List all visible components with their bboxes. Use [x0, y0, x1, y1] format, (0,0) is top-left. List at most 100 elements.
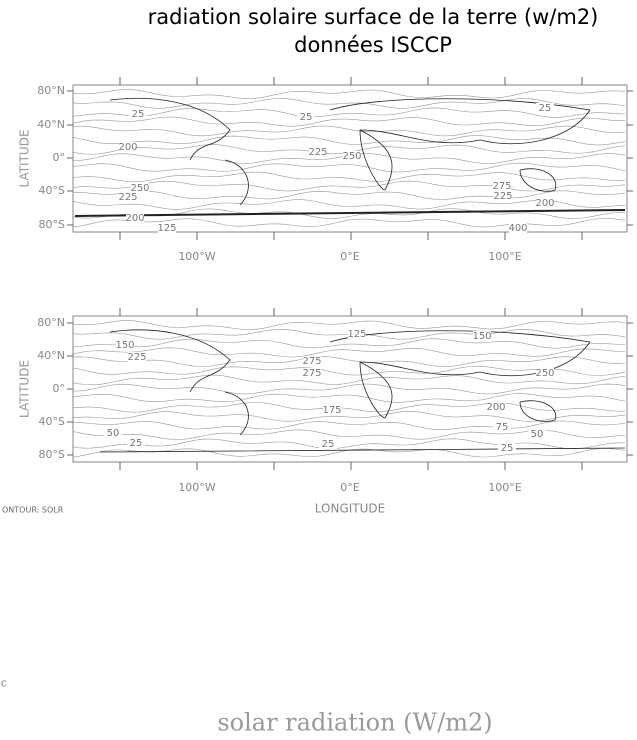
contour-label-bg	[104, 428, 122, 438]
contour-label: 50	[107, 428, 120, 439]
title-line: données ISCCP	[294, 33, 452, 57]
contour-label: 150	[115, 340, 134, 351]
contour-line	[72, 393, 626, 403]
contour-label: 225	[127, 352, 146, 363]
x-tick-label: 100°E	[488, 250, 521, 263]
contour-label: 25	[300, 112, 313, 123]
contour-line	[72, 320, 626, 330]
y-tick-label: 80°N	[37, 316, 65, 329]
contour-label-bg	[536, 368, 554, 378]
contour-line	[72, 199, 626, 210]
contour-line	[72, 356, 626, 367]
contour-label-bg	[158, 223, 176, 233]
contour-label-bg	[536, 103, 554, 113]
y-tick-label: 0°	[53, 382, 66, 395]
title-line: radiation solaire surface de la terre (w…	[148, 5, 599, 29]
contour-label-bg	[348, 329, 366, 339]
caption: solar radiation (W/m2)	[217, 709, 492, 737]
coastline	[109, 329, 231, 393]
coastline	[519, 168, 557, 192]
contour-line	[72, 420, 626, 431]
contour-line	[72, 347, 625, 358]
y-axis-label: LATITUDE	[18, 360, 32, 418]
coastline	[329, 98, 591, 191]
contour-line	[72, 374, 626, 386]
contour-label-bg	[487, 402, 505, 412]
contour-label-bg	[119, 142, 137, 152]
contour-label: 400	[508, 223, 527, 234]
y-tick-label: 40°S	[39, 415, 65, 428]
contour-line	[72, 116, 625, 127]
coastline	[224, 159, 249, 206]
coastline	[109, 97, 231, 161]
contour-label-bg	[473, 331, 491, 341]
y-axis-label: LATITUDE	[18, 129, 32, 187]
contour-label-bg	[319, 439, 337, 449]
contour-line	[72, 180, 626, 192]
contour-label-bg	[498, 443, 516, 453]
contour-line	[72, 438, 625, 449]
contour-label: 225	[308, 147, 327, 158]
contour-label: 25	[539, 103, 552, 114]
contour-line	[72, 365, 626, 376]
y-tick-label: 80°N	[37, 84, 65, 97]
contour-label: 200	[535, 198, 554, 209]
contour-label: 125	[157, 223, 176, 234]
contour-label-bg	[536, 198, 554, 208]
contour-label: 250	[342, 151, 361, 162]
y-tick-label: 80°S	[39, 448, 65, 461]
contour-label-bg	[128, 352, 146, 362]
contour-line	[72, 89, 626, 99]
contour-label-bg	[129, 109, 147, 119]
contour-label: 200	[118, 142, 137, 153]
contour-label-bg	[131, 183, 149, 193]
contour-label: 250	[535, 368, 554, 379]
contour-label: 125	[347, 329, 366, 340]
y-tick-label: 40°N	[37, 349, 65, 362]
contour-label: 225	[118, 192, 137, 203]
contour-label-bg	[493, 181, 511, 191]
contour-label: 175	[322, 405, 341, 416]
x-tick-label: 0°E	[340, 250, 359, 263]
contour-label: 75	[496, 422, 509, 433]
contour-label: 25	[322, 439, 335, 450]
x-tick-label: 100°W	[178, 481, 215, 494]
contour-line	[72, 218, 626, 228]
contour-line	[72, 98, 626, 109]
contour-label-bg	[297, 112, 315, 122]
contour-label-bg	[493, 422, 511, 432]
y-tick-label: 0°	[53, 151, 66, 164]
coastline	[99, 447, 626, 453]
y-tick-label: 80°S	[39, 218, 65, 231]
contour-label-bg	[303, 368, 321, 378]
contour-line	[72, 171, 626, 183]
contour-note: ONTOUR: SOLR	[2, 506, 64, 515]
y-tick-label: 40°S	[39, 184, 65, 197]
contour-label: 275	[302, 368, 321, 379]
contour-line	[72, 190, 626, 200]
contour-line	[72, 383, 626, 395]
contour-line	[72, 411, 626, 422]
contour-label: 25	[501, 443, 514, 454]
contour-label: 25	[130, 438, 143, 449]
contour-label-bg	[309, 147, 327, 157]
contour-label-bg	[127, 438, 145, 448]
contour-line	[72, 135, 626, 146]
contour-label: 25	[132, 109, 145, 120]
contour-label: 200	[486, 402, 505, 413]
contour-line	[72, 107, 626, 118]
contour-label: 225	[493, 191, 512, 202]
contour-label: 200	[125, 213, 144, 224]
contour-label-bg	[528, 429, 546, 439]
contour-line	[72, 125, 626, 137]
contour-label-bg	[126, 213, 144, 223]
x-tick-label: 100°E	[488, 481, 521, 494]
contour-label-bg	[494, 191, 512, 201]
x-tick-label: 100°W	[178, 250, 215, 263]
contour-label-bg	[323, 405, 341, 415]
contour-label-bg	[509, 223, 527, 233]
x-axis-label: LONGITUDE	[315, 502, 385, 516]
y-tick-label: 40°N	[37, 118, 65, 131]
coastline	[74, 209, 626, 217]
